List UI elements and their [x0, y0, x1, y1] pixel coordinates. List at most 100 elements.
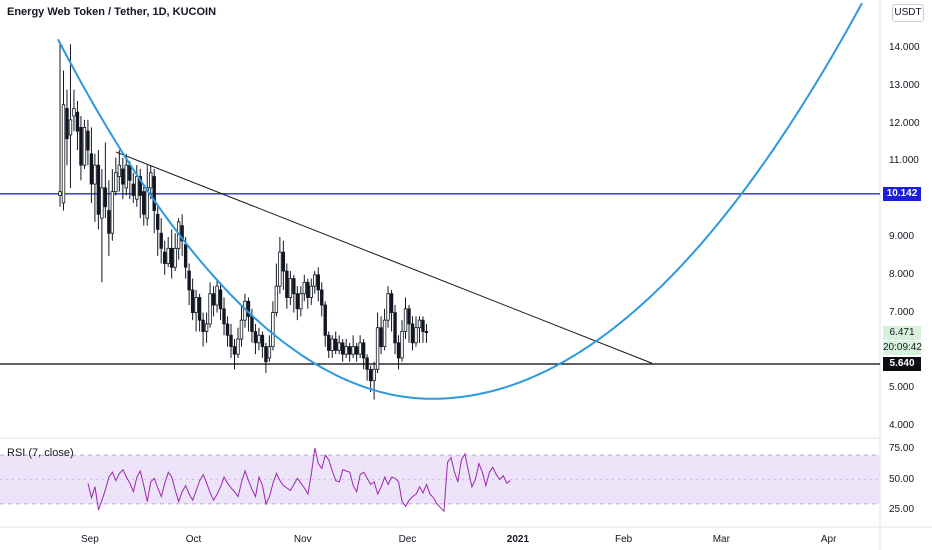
candle: [142, 184, 146, 226]
candle-body: [285, 270, 289, 298]
candle: [257, 327, 261, 351]
candle-body: [393, 312, 397, 344]
candle-body: [361, 342, 366, 359]
candle: [135, 165, 139, 207]
candle-body: [187, 270, 191, 291]
candle-body: [320, 289, 324, 306]
candle: [222, 297, 226, 336]
candle-body: [180, 225, 184, 242]
candle: [323, 301, 327, 347]
candle-body: [79, 126, 83, 166]
candle: [407, 305, 411, 343]
candle-body: [379, 327, 383, 348]
candle: [271, 301, 275, 351]
candle-body: [260, 334, 265, 348]
candle: [344, 339, 348, 358]
candle: [211, 286, 216, 317]
candle: [368, 365, 373, 392]
candle-body: [138, 176, 142, 196]
candle-body: [407, 308, 411, 325]
candle-body: [215, 285, 219, 306]
candle-body: [372, 368, 376, 382]
candle-body: [313, 274, 317, 287]
candle: [201, 312, 205, 347]
support-price-label: 5.640: [883, 357, 921, 371]
candle: [218, 282, 223, 321]
time-axis-label: Oct: [185, 534, 202, 545]
candle-body: [365, 357, 369, 370]
price-axis-tick: 12.000: [889, 117, 920, 129]
candle: [285, 263, 289, 309]
candle-body: [65, 108, 69, 140]
candle-body: [58, 191, 62, 196]
candle: [410, 316, 415, 351]
candle: [400, 320, 404, 362]
candle: [288, 271, 293, 306]
candle: [414, 316, 418, 347]
candle-body: [232, 346, 237, 355]
candle: [190, 278, 195, 321]
candle-body: [152, 176, 156, 211]
candle: [180, 214, 184, 256]
candle: [393, 305, 397, 355]
candle-body: [135, 176, 139, 200]
candle-body: [93, 164, 97, 185]
candle-body: [208, 293, 212, 325]
candle-body: [107, 210, 111, 234]
candle: [334, 331, 338, 355]
candle: [159, 218, 163, 264]
price-axis-tick: 7.000: [889, 306, 915, 318]
candle-body: [218, 289, 223, 310]
candle-body: [306, 281, 310, 298]
candle: [176, 218, 181, 260]
candle: [162, 240, 167, 275]
candle: [89, 127, 94, 203]
candle: [149, 165, 153, 200]
candle: [330, 335, 334, 358]
candle: [187, 263, 191, 306]
candle-body: [414, 327, 418, 344]
candle-body: [340, 342, 345, 355]
candle-body: [375, 327, 380, 370]
candle-body: [396, 342, 401, 359]
price-axis-tick: 13.000: [889, 79, 920, 91]
candle-body: [403, 308, 408, 332]
candle: [382, 308, 387, 351]
candle-body: [250, 315, 254, 332]
candle: [229, 323, 233, 358]
candle-body: [201, 319, 205, 332]
rsi-axis-tick: 75.00: [889, 443, 915, 454]
candle: [375, 312, 380, 374]
candle: [309, 278, 313, 306]
candle: [232, 339, 237, 370]
time-axis-label: Feb: [614, 534, 633, 545]
candle-body: [117, 164, 122, 177]
rsi-title: RSI (7, close): [7, 447, 74, 459]
candle: [351, 335, 355, 358]
candle-body: [162, 251, 167, 264]
candle: [361, 339, 366, 370]
candle-body: [100, 187, 104, 219]
candle-body: [149, 172, 153, 189]
price-axis-tick: 14.000: [889, 42, 920, 53]
candle: [260, 331, 265, 358]
candle: [100, 168, 104, 283]
candle: [215, 278, 219, 313]
candle: [292, 274, 296, 313]
candle: [61, 70, 66, 211]
candle-body: [327, 334, 331, 351]
candle-body: [344, 346, 348, 355]
candle-body: [389, 293, 394, 314]
candle-body: [267, 346, 272, 359]
time-axis-label: Sep: [81, 534, 99, 545]
candle: [281, 240, 286, 290]
candle-body: [121, 168, 125, 185]
rounding-bottom-curve: [57, 2, 863, 400]
candle-body: [166, 247, 170, 264]
candle: [417, 316, 422, 343]
candle-body: [271, 312, 275, 348]
currency-button[interactable]: USDT: [892, 4, 924, 22]
candle: [138, 168, 142, 219]
candle-body: [351, 346, 355, 355]
